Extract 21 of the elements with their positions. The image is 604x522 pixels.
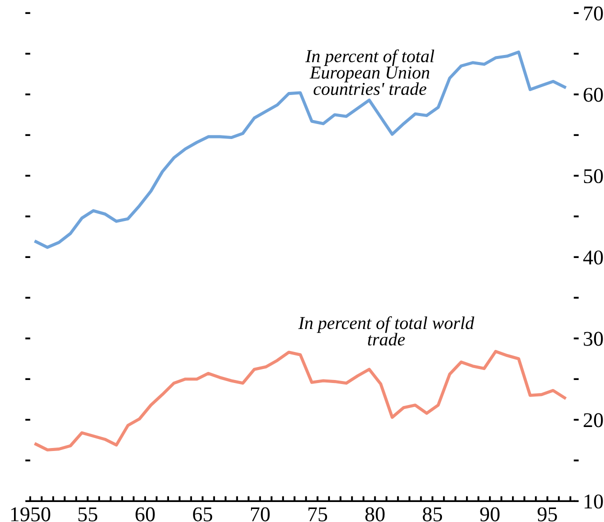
line-series xyxy=(34,50,566,249)
x-tick-label: 60 xyxy=(136,507,155,522)
x-tick-label: 1950 xyxy=(11,507,50,522)
x-tick-label: 95 xyxy=(538,507,557,522)
y-tick-label: 60 xyxy=(584,88,603,102)
line-series xyxy=(34,350,566,452)
y-tick-label: 10 xyxy=(584,494,603,509)
x-tick-label: 75 xyxy=(308,507,328,522)
y-tick-label: 20 xyxy=(584,413,603,428)
x-tick-label: 55 xyxy=(78,507,98,522)
x-tick-label: 90 xyxy=(480,507,500,522)
x-tick-label: 80 xyxy=(365,507,385,522)
series-label: In percent of total European Union countries' trade xyxy=(305,49,434,96)
x-tick-label: 70 xyxy=(251,507,270,522)
x-tick-label: 65 xyxy=(193,507,212,522)
y-tick-label: 70 xyxy=(584,6,603,20)
y-tick-label: 50 xyxy=(584,169,603,184)
y-tick-label: 40 xyxy=(583,250,603,265)
series-label: In percent of total world trade xyxy=(298,316,474,346)
x-tick-label: 85 xyxy=(422,507,442,522)
y-tick-label: 30 xyxy=(584,332,603,346)
